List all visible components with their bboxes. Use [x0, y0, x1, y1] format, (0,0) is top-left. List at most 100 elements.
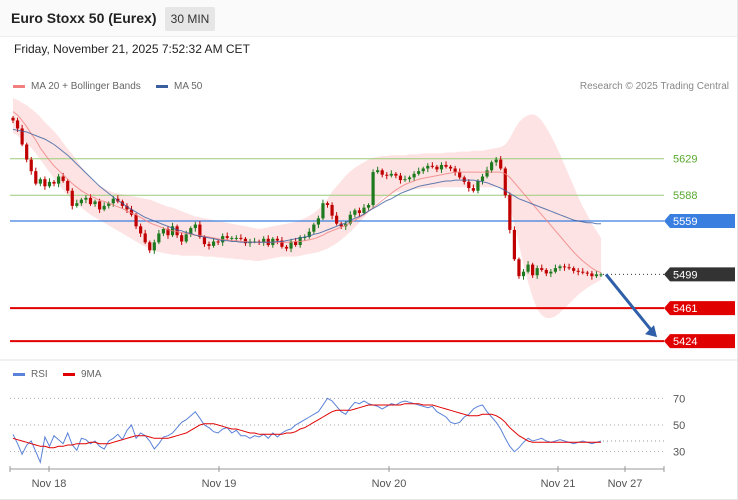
candle-body [284, 246, 289, 249]
candle-body [84, 197, 88, 200]
candle [594, 270, 599, 278]
candle-body [389, 173, 393, 176]
legend-ma50: MA 50 [156, 81, 202, 92]
candle [508, 192, 512, 234]
candle-body [152, 242, 156, 251]
candle-body [289, 241, 293, 249]
candle-body [458, 172, 462, 178]
candle-body [531, 264, 535, 276]
candle [70, 188, 74, 210]
candle-body [357, 210, 362, 213]
candle [480, 173, 485, 185]
rsi-line [12, 397, 602, 465]
chart-header: Euro Stoxx 50 (Eurex) 30 MIN [0, 0, 738, 37]
candle-body [29, 159, 33, 172]
candle [490, 160, 494, 173]
candle [134, 212, 138, 229]
candle [394, 172, 398, 179]
candle [558, 264, 562, 271]
candle-body [75, 203, 79, 206]
candle [66, 179, 70, 194]
candle-body [38, 179, 42, 184]
candle-body [134, 214, 138, 227]
level-label-5588: 5588 [673, 190, 697, 202]
candle [421, 166, 425, 174]
rsi-tick-label: 70 [673, 393, 685, 405]
candle [572, 266, 576, 274]
level-label-5461: 5461 [673, 303, 697, 315]
candle-body [175, 226, 179, 236]
candle-body [157, 233, 161, 243]
candle [330, 202, 334, 220]
candle-body [34, 171, 38, 184]
forecast-arrow-shaft [604, 273, 654, 333]
candle-body [430, 165, 434, 167]
x-tick-label: Nov 19 [202, 478, 237, 490]
candle [553, 264, 558, 274]
candle-body [567, 267, 571, 269]
candle [43, 176, 47, 190]
candle-body [512, 229, 516, 260]
candle [403, 175, 407, 182]
candle-body [562, 266, 567, 268]
candle-body [485, 170, 489, 177]
legend-ma20: MA 20 + Bollinger Bands [13, 81, 141, 92]
candle-body [330, 204, 334, 216]
candle [453, 165, 457, 176]
candle-body [517, 259, 521, 277]
ma50-swatch [156, 85, 168, 88]
candle-body [421, 168, 425, 172]
candle-body [129, 209, 134, 215]
candle-body [412, 173, 416, 178]
candle-body [526, 264, 530, 272]
ma50-line [12, 128, 601, 243]
candle-body [79, 199, 83, 204]
candle [549, 269, 553, 278]
candle-body [471, 188, 475, 191]
credit-text: Research © 2025 Trading Central [579, 81, 729, 92]
candle [353, 208, 357, 218]
candle [335, 212, 339, 226]
candle-body [521, 271, 526, 277]
level-tag-5559 [664, 213, 735, 228]
candle-body [553, 268, 558, 272]
candle-body [380, 170, 384, 175]
candle-body [426, 165, 430, 169]
candle [38, 177, 42, 187]
ma20-swatch [13, 85, 25, 88]
candle [458, 168, 462, 180]
candle-body [599, 274, 603, 276]
candle [193, 221, 197, 232]
candle-body [102, 205, 106, 210]
candle [531, 262, 535, 278]
legend-ma20-label: MA 20 + Bollinger Bands [31, 81, 141, 92]
candle [430, 162, 434, 169]
chart-datetime: Friday, November 21, 2025 7:52:32 AM CET [14, 42, 250, 56]
rsi-ma-swatch [63, 373, 75, 376]
level-label-5629: 5629 [673, 154, 697, 166]
candle-body [585, 272, 589, 274]
candle [448, 164, 453, 172]
candle [139, 223, 143, 238]
candle-body [234, 237, 238, 239]
candle-body [275, 238, 279, 241]
candle-body [508, 195, 512, 230]
candle [576, 268, 580, 276]
candle-body [312, 224, 316, 232]
candle [211, 237, 216, 248]
candle [216, 239, 220, 246]
candle-body [98, 201, 102, 210]
candle-body [549, 271, 553, 274]
forecast-arrow-head [645, 325, 657, 338]
candle-body [540, 268, 544, 270]
candle [157, 229, 161, 245]
candle-body [93, 201, 97, 205]
candle [562, 263, 567, 271]
timeframe-button[interactable]: 30 MIN [165, 7, 215, 31]
candle [325, 201, 330, 208]
candle [503, 166, 507, 198]
level-tag-5424 [664, 334, 735, 349]
candle [312, 222, 316, 235]
candle [230, 236, 234, 241]
